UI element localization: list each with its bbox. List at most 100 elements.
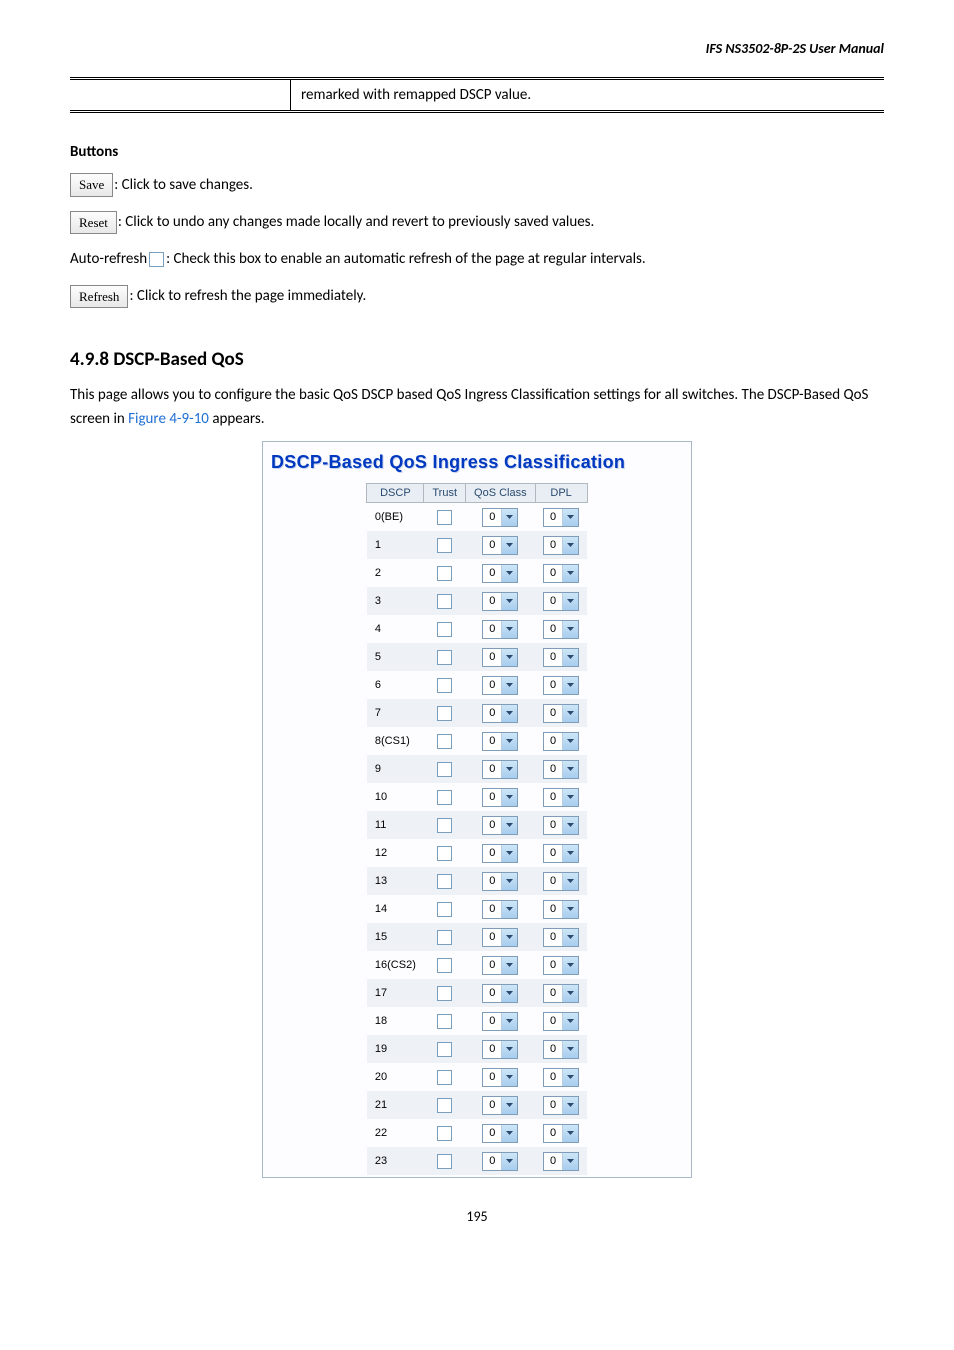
dpl-select[interactable]: 0	[543, 508, 579, 527]
chevron-down-icon	[501, 985, 517, 1002]
save-button[interactable]: Save	[70, 173, 113, 197]
chevron-down-icon	[501, 705, 517, 722]
qos-select[interactable]: 0	[482, 1068, 518, 1087]
dscp-cell: 17	[367, 979, 424, 1007]
trust-checkbox[interactable]	[437, 958, 452, 973]
trust-checkbox[interactable]	[437, 1154, 452, 1169]
qos-select[interactable]: 0	[482, 928, 518, 947]
qos-select[interactable]: 0	[482, 704, 518, 723]
refresh-button[interactable]: Refresh	[70, 285, 128, 309]
trust-checkbox[interactable]	[437, 930, 452, 945]
dpl-cell: 0	[535, 671, 587, 699]
trust-checkbox[interactable]	[437, 874, 452, 889]
dpl-select[interactable]: 0	[543, 760, 579, 779]
top-table-left	[70, 79, 291, 112]
qos-select[interactable]: 0	[482, 1152, 518, 1171]
trust-checkbox[interactable]	[437, 762, 452, 777]
dpl-select[interactable]: 0	[543, 732, 579, 751]
qos-select[interactable]: 0	[482, 788, 518, 807]
chevron-down-icon	[562, 1125, 578, 1142]
dpl-select[interactable]: 0	[543, 788, 579, 807]
qos-cell: 0	[466, 503, 536, 532]
dpl-select[interactable]: 0	[543, 1012, 579, 1031]
trust-checkbox[interactable]	[437, 538, 452, 553]
qos-select[interactable]: 0	[482, 816, 518, 835]
qos-cell: 0	[466, 671, 536, 699]
trust-checkbox[interactable]	[437, 566, 452, 581]
qos-select[interactable]: 0	[482, 732, 518, 751]
dpl-select[interactable]: 0	[543, 592, 579, 611]
chevron-down-icon	[501, 1013, 517, 1030]
dpl-select[interactable]: 0	[543, 704, 579, 723]
trust-checkbox[interactable]	[437, 510, 452, 525]
qos-select[interactable]: 0	[482, 1096, 518, 1115]
dscp-table: DSCP Trust QoS Class DPL 0(BE)0010020030…	[366, 483, 587, 1175]
reset-button[interactable]: Reset	[70, 211, 117, 235]
qos-select[interactable]: 0	[482, 648, 518, 667]
dpl-select[interactable]: 0	[543, 648, 579, 667]
trust-checkbox[interactable]	[437, 1014, 452, 1029]
th-trust: Trust	[424, 484, 466, 503]
qos-select[interactable]: 0	[482, 872, 518, 891]
qos-select[interactable]: 0	[482, 844, 518, 863]
dpl-select[interactable]: 0	[543, 956, 579, 975]
dpl-select[interactable]: 0	[543, 928, 579, 947]
dpl-select[interactable]: 0	[543, 984, 579, 1003]
chevron-down-icon	[562, 677, 578, 694]
th-qos: QoS Class	[466, 484, 536, 503]
trust-checkbox[interactable]	[437, 1042, 452, 1057]
autorefresh-checkbox[interactable]	[149, 252, 164, 267]
qos-select[interactable]: 0	[482, 676, 518, 695]
trust-checkbox[interactable]	[437, 622, 452, 637]
qos-select[interactable]: 0	[482, 760, 518, 779]
trust-checkbox[interactable]	[437, 594, 452, 609]
dscp-cell: 13	[367, 867, 424, 895]
dpl-select[interactable]: 0	[543, 1124, 579, 1143]
trust-cell	[424, 1091, 466, 1119]
trust-checkbox[interactable]	[437, 986, 452, 1001]
dpl-select[interactable]: 0	[543, 844, 579, 863]
trust-checkbox[interactable]	[437, 650, 452, 665]
qos-select[interactable]: 0	[482, 984, 518, 1003]
dpl-select[interactable]: 0	[543, 676, 579, 695]
reset-text: : Click to undo any changes made locally…	[118, 211, 594, 234]
qos-select[interactable]: 0	[482, 1012, 518, 1031]
trust-checkbox[interactable]	[437, 902, 452, 917]
table-row: 500	[367, 643, 587, 671]
dpl-select[interactable]: 0	[543, 564, 579, 583]
dpl-select[interactable]: 0	[543, 1152, 579, 1171]
trust-checkbox[interactable]	[437, 1098, 452, 1113]
dscp-cell: 12	[367, 839, 424, 867]
trust-checkbox[interactable]	[437, 1070, 452, 1085]
trust-checkbox[interactable]	[437, 734, 452, 749]
dpl-select[interactable]: 0	[543, 1068, 579, 1087]
trust-checkbox[interactable]	[437, 790, 452, 805]
qos-select[interactable]: 0	[482, 564, 518, 583]
trust-cell	[424, 923, 466, 951]
qos-select[interactable]: 0	[482, 1040, 518, 1059]
dpl-select[interactable]: 0	[543, 872, 579, 891]
trust-checkbox[interactable]	[437, 678, 452, 693]
dpl-select[interactable]: 0	[543, 816, 579, 835]
qos-select[interactable]: 0	[482, 592, 518, 611]
qos-select[interactable]: 0	[482, 508, 518, 527]
dpl-select[interactable]: 0	[543, 536, 579, 555]
dpl-cell: 0	[535, 503, 587, 532]
dpl-select[interactable]: 0	[543, 1040, 579, 1059]
qos-select[interactable]: 0	[482, 536, 518, 555]
trust-checkbox[interactable]	[437, 818, 452, 833]
trust-checkbox[interactable]	[437, 846, 452, 861]
chevron-down-icon	[562, 985, 578, 1002]
dpl-cell: 0	[535, 1035, 587, 1063]
qos-select[interactable]: 0	[482, 620, 518, 639]
dpl-select[interactable]: 0	[543, 1096, 579, 1115]
dpl-cell: 0	[535, 755, 587, 783]
dpl-select[interactable]: 0	[543, 900, 579, 919]
trust-checkbox[interactable]	[437, 706, 452, 721]
dpl-select[interactable]: 0	[543, 620, 579, 639]
qos-select[interactable]: 0	[482, 900, 518, 919]
table-row: 1900	[367, 1035, 587, 1063]
qos-select[interactable]: 0	[482, 1124, 518, 1143]
qos-select[interactable]: 0	[482, 956, 518, 975]
trust-checkbox[interactable]	[437, 1126, 452, 1141]
